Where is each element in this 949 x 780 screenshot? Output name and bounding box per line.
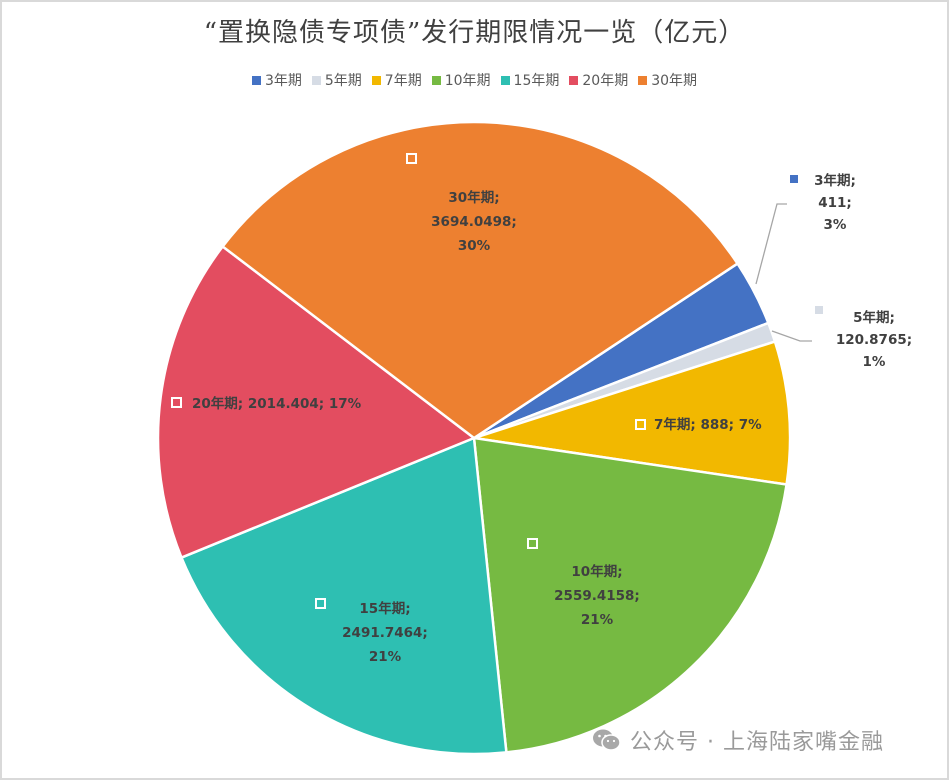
label-legend-key-30yr <box>406 153 417 164</box>
legend-item-30yr[interactable]: 30年期 <box>638 70 697 90</box>
pie-slice-10yr[interactable] <box>472 436 788 754</box>
data-label-30yr: 30年期; 3694.0498; 30% <box>431 190 517 254</box>
legend: 3年期 5年期 7年期 10年期 15年期 20年期 30年期 <box>0 70 949 90</box>
label-legend-key-15yr <box>315 598 326 609</box>
legend-label: 30年期 <box>651 73 698 89</box>
label-legend-key-7yr <box>635 419 646 430</box>
data-label-3yr: 3年期; 411; 3% <box>814 173 856 233</box>
legend-label: 5年期 <box>324 73 362 89</box>
data-label-10yr: 10年期; 2559.4158; 21% <box>554 564 640 628</box>
footer-attribution: 公众号 · 上海陆家嘴金融 <box>592 724 884 756</box>
legend-item-7yr[interactable]: 7年期 <box>371 70 422 90</box>
wechat-icon <box>592 728 622 752</box>
legend-swatch <box>371 75 381 85</box>
chart-title: “置换隐债专项债”发行期限情况一览（亿元） <box>203 18 746 48</box>
data-label-15yr: 15年期; 2491.7464; 21% <box>342 601 428 665</box>
pie-slice-15yr[interactable] <box>180 436 508 756</box>
legend-label: 15年期 <box>513 73 560 89</box>
legend-item-20yr[interactable]: 20年期 <box>569 70 628 90</box>
leader-line-5yr <box>771 330 812 342</box>
legend-item-3yr[interactable]: 3年期 <box>251 70 302 90</box>
label-legend-key-5yr <box>815 306 823 314</box>
pie-slice-20yr[interactable] <box>156 245 476 559</box>
legend-swatch <box>311 75 321 85</box>
legend-label: 3年期 <box>264 73 302 89</box>
data-label-5yr: 5年期; 120.8765; 1% <box>835 310 913 370</box>
data-label-20yr: 20年期; 2014.404; 17% <box>192 396 362 412</box>
footer-text: 公众号 · 上海陆家嘴金融 <box>630 730 884 755</box>
legend-item-15yr[interactable]: 15年期 <box>500 70 560 90</box>
legend-item-10yr[interactable]: 10年期 <box>431 70 491 90</box>
legend-swatch <box>431 75 441 85</box>
label-legend-key-3yr <box>790 175 798 183</box>
legend-label: 10年期 <box>444 73 491 89</box>
legend-label: 7年期 <box>384 73 422 89</box>
legend-swatch <box>638 75 648 85</box>
legend-label: 20年期 <box>582 73 629 89</box>
legend-swatch <box>251 75 261 85</box>
label-legend-key-10yr <box>527 538 538 549</box>
data-label-7yr: 7年期; 888; 7% <box>654 417 762 433</box>
leader-line-3yr <box>755 203 787 285</box>
legend-item-5yr[interactable]: 5年期 <box>311 70 362 90</box>
legend-swatch <box>569 75 579 85</box>
pie-slice-30yr[interactable] <box>221 120 739 440</box>
label-legend-key-20yr <box>171 397 182 408</box>
legend-swatch <box>500 75 510 85</box>
